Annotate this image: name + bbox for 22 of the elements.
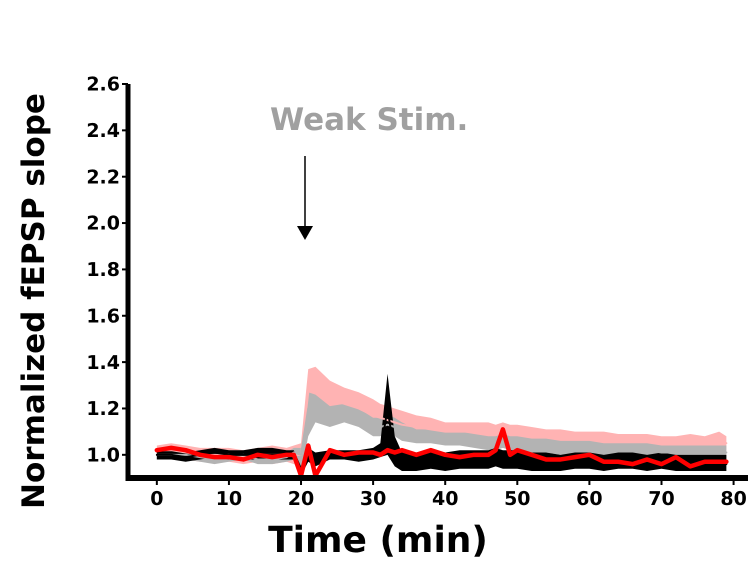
annotation: Weak Stim.: [270, 102, 468, 138]
line-series: [154, 427, 729, 478]
x-tick-label: 70: [648, 488, 675, 510]
y-tick-label: 1.2: [86, 398, 120, 420]
y-tick-label: 2.6: [86, 74, 120, 96]
y-tick-label: 2.0: [86, 212, 120, 235]
y-tick-label: 1.0: [86, 444, 120, 466]
x-tick-label: 20: [288, 488, 314, 510]
y-tick-label: 1.8: [86, 259, 120, 282]
y-axis-title: Normalized fEPSP slope: [16, 93, 52, 509]
x-tick-label: 50: [504, 488, 531, 510]
y-tick-label: 1.6: [86, 305, 120, 328]
y-tick-label: 2.4: [86, 120, 120, 142]
x-tick-label: 40: [432, 488, 458, 510]
x-axis-title: Time (min): [268, 520, 488, 561]
x-tick-label: 10: [216, 488, 242, 510]
x-tick-label: 80: [720, 488, 747, 510]
x-tick-label: 60: [576, 488, 603, 510]
y-tick-label: 2.2: [86, 166, 120, 188]
y-tick-label: 1.4: [86, 352, 120, 374]
x-tick-label: 0: [150, 488, 164, 510]
x-tick-label: 30: [360, 488, 386, 510]
